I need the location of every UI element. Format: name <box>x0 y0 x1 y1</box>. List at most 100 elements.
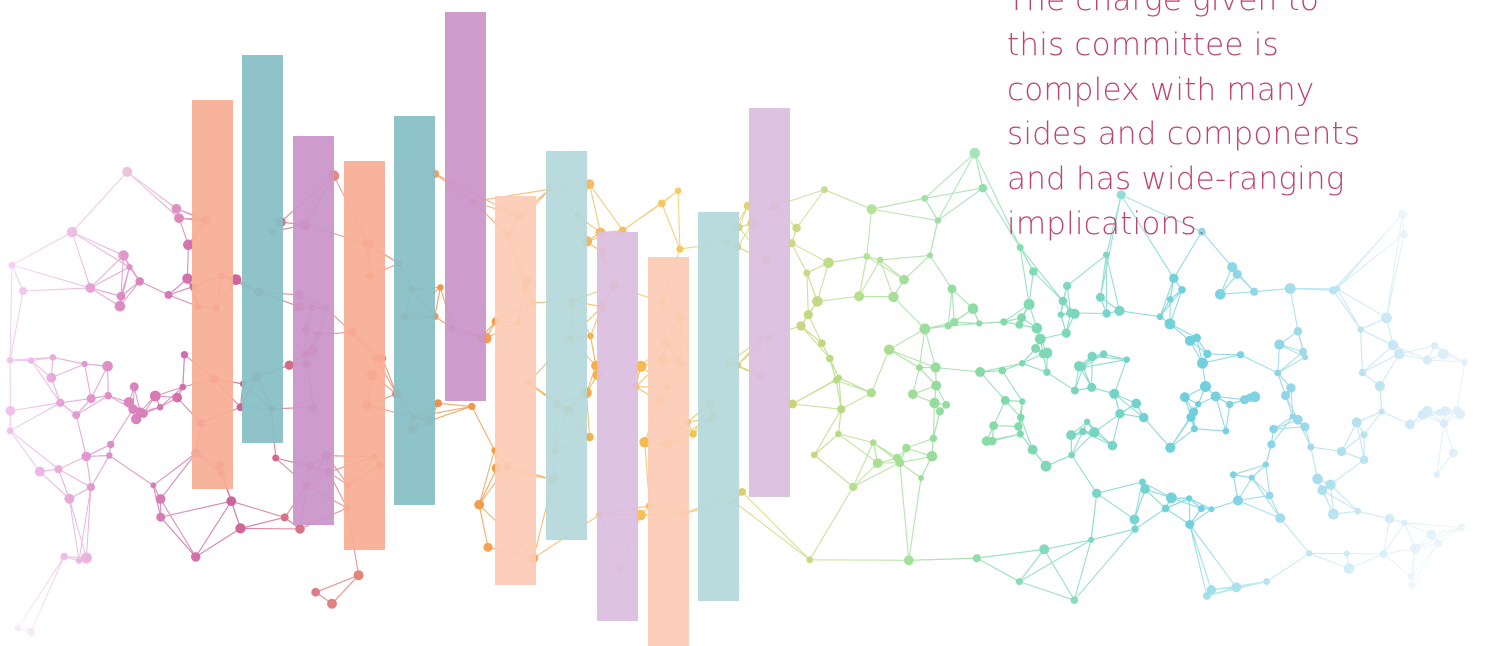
network-node <box>1015 578 1023 586</box>
network-link <box>90 455 110 488</box>
network-link <box>9 430 41 472</box>
network-node <box>895 458 905 468</box>
network-node <box>1156 313 1164 321</box>
network-link <box>30 556 65 633</box>
network-node <box>311 587 321 597</box>
network-node <box>1248 474 1255 481</box>
network-node <box>1274 339 1285 350</box>
network-node <box>1286 383 1296 393</box>
network-node <box>1317 485 1328 495</box>
network-node <box>235 523 246 534</box>
network-node <box>1461 358 1468 366</box>
network-node <box>1131 398 1142 409</box>
network-node <box>657 199 666 208</box>
network-link <box>240 527 301 530</box>
network-node <box>1457 523 1466 532</box>
network-link <box>1362 353 1400 373</box>
network-node <box>812 296 823 307</box>
network-link <box>71 231 130 268</box>
network-node <box>1222 427 1230 435</box>
network-node <box>81 451 92 462</box>
network-node <box>474 499 485 510</box>
network-node <box>64 493 75 504</box>
network-node <box>921 194 929 202</box>
network-link <box>126 171 177 210</box>
network-link <box>1090 528 1136 541</box>
network-link <box>791 242 808 274</box>
network-link <box>992 433 1021 442</box>
network-link <box>1120 194 1175 279</box>
network-link <box>52 356 85 365</box>
network-link <box>84 363 92 399</box>
network-node <box>1265 491 1274 500</box>
network-node <box>1229 471 1237 479</box>
bar-column-3 <box>293 136 334 525</box>
network-link <box>1399 345 1435 355</box>
network-node <box>1359 455 1369 465</box>
network-link <box>1379 353 1400 387</box>
network-node <box>1267 440 1276 449</box>
network-link <box>1332 233 1405 291</box>
network-node <box>1263 578 1270 585</box>
network-link <box>1169 428 1195 449</box>
network-node <box>1066 430 1077 441</box>
quote-line-6: implications. <box>1007 205 1207 242</box>
bar-column-6 <box>445 12 486 401</box>
network-link <box>1113 393 1145 419</box>
network-node <box>1186 412 1196 422</box>
network-node <box>1302 354 1309 361</box>
network-node <box>1179 392 1190 403</box>
network-node <box>1102 251 1110 259</box>
network-node <box>1210 391 1221 402</box>
network-node <box>272 454 280 462</box>
network-node <box>1070 386 1079 395</box>
network-node <box>122 166 133 177</box>
network-link <box>89 255 124 289</box>
network-node <box>1281 390 1291 401</box>
network-node <box>1401 519 1408 526</box>
network-node <box>104 391 112 400</box>
network-link <box>1360 329 1394 346</box>
bar-column-10 <box>648 257 689 646</box>
network-node <box>126 264 133 271</box>
network-link <box>1082 431 1113 447</box>
network-node <box>1231 582 1242 593</box>
network-link <box>68 498 80 561</box>
network-node <box>1015 320 1024 329</box>
network-node <box>8 261 16 269</box>
network-node <box>19 287 28 295</box>
network-link <box>1220 291 1255 295</box>
network-node <box>1114 305 1125 316</box>
network-link <box>792 377 840 405</box>
network-node <box>587 332 594 340</box>
network-link <box>879 259 905 281</box>
network-node <box>1000 318 1008 326</box>
network-link <box>434 287 441 317</box>
network-node <box>820 186 828 194</box>
network-link <box>160 452 197 500</box>
network-node <box>1164 318 1176 330</box>
network-link <box>58 455 87 470</box>
network-node <box>1066 308 1076 318</box>
network-node <box>1116 190 1126 200</box>
network-node <box>1014 422 1023 431</box>
network-node <box>1195 401 1202 408</box>
network-link <box>1427 359 1465 363</box>
quote-line-3: complex with many <box>1007 71 1315 108</box>
network-link <box>1001 370 1023 402</box>
network-node <box>1208 506 1215 513</box>
network-link <box>1066 254 1107 287</box>
network-link <box>1265 464 1271 496</box>
network-link <box>870 349 890 394</box>
network-link <box>866 255 905 281</box>
network-link <box>160 500 232 518</box>
network-node <box>1087 351 1097 361</box>
network-link <box>51 363 85 379</box>
network-node <box>1293 327 1303 336</box>
network-link <box>951 288 955 323</box>
network-link <box>1383 553 1412 578</box>
network-link <box>817 295 860 302</box>
network-link <box>1431 526 1462 536</box>
network-link <box>888 328 926 351</box>
network-link <box>1188 497 1212 510</box>
